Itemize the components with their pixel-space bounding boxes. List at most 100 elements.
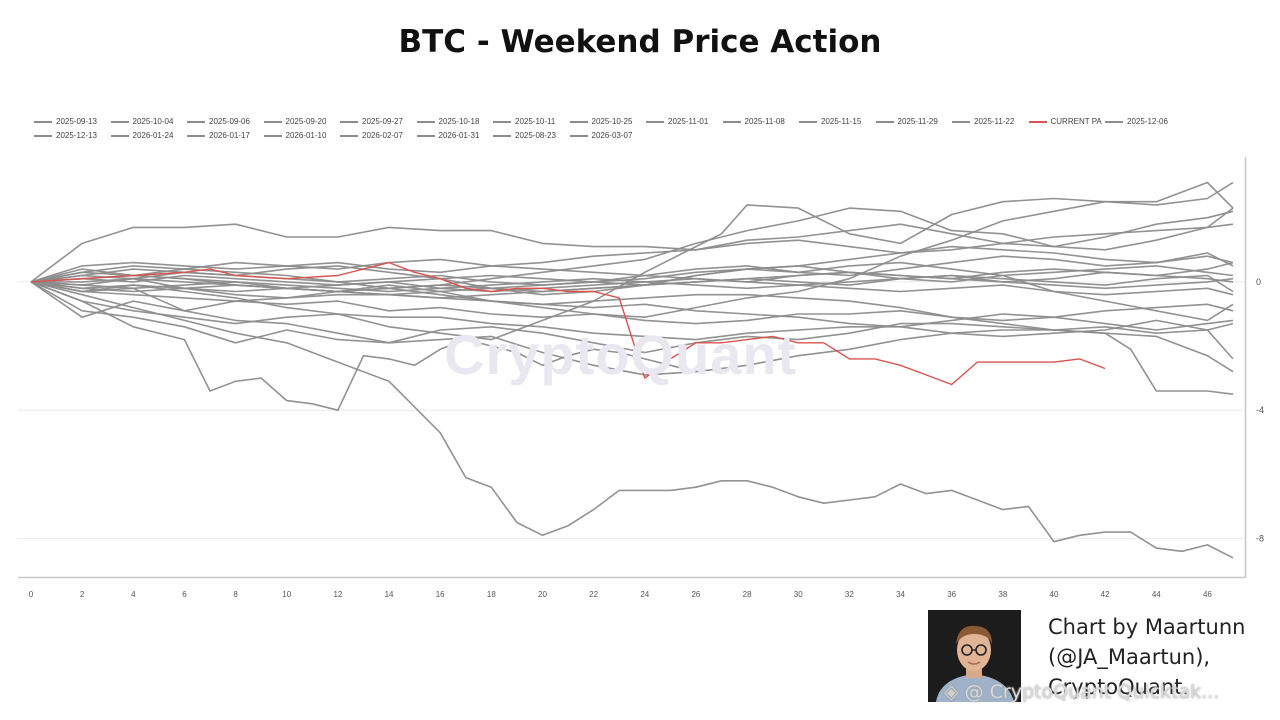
- legend-swatch: [187, 120, 205, 123]
- legend-item[interactable]: 2025-10-11: [493, 116, 570, 127]
- x-tick-label: 8: [233, 590, 238, 599]
- legend-label: 2026-01-10: [285, 131, 327, 140]
- x-tick-label: 2: [80, 590, 85, 599]
- series-line: [30, 281, 697, 412]
- source-watermark: ◈ @ CryptoQuant Quicktak...: [944, 681, 1219, 703]
- x-tick-label: 18: [487, 590, 496, 599]
- legend-item[interactable]: 2026-01-17: [187, 130, 264, 141]
- legend-swatch: [875, 120, 894, 123]
- legend-swatch: [34, 120, 52, 123]
- x-tick-label: 6: [182, 590, 187, 599]
- x-tick-label: 28: [743, 590, 752, 599]
- legend-item[interactable]: 2026-01-10: [263, 130, 341, 141]
- credit-line-3: CryptoQuant.: [1048, 675, 1190, 699]
- legend-item[interactable]: 2025-11-01: [646, 116, 723, 127]
- legend-item[interactable]: 2025-10-04: [110, 116, 188, 127]
- legend-swatch: [416, 134, 435, 137]
- legend-item[interactable]: 2025-12-06: [1105, 116, 1182, 127]
- legend-label: 2026-01-24: [132, 131, 174, 140]
- legend-item[interactable]: 2025-09-06: [187, 116, 264, 127]
- legend-item[interactable]: 2025-11-29: [875, 116, 953, 127]
- x-tick-label: 0: [29, 590, 34, 599]
- x-tick-label: 22: [589, 590, 598, 599]
- series-line: [30, 281, 1234, 373]
- credit-line-1: Chart by Maartunn: [1048, 615, 1246, 639]
- legend-swatch: [263, 134, 282, 137]
- legend-swatch: [34, 134, 52, 137]
- legend-label: 2026-02-07: [362, 131, 403, 140]
- series-line: [30, 281, 1234, 360]
- legend-item[interactable]: 2026-01-31: [416, 130, 494, 141]
- series-line: [30, 181, 1234, 319]
- legend-item[interactable]: 2026-01-24: [110, 130, 188, 141]
- legend-label: 2025-09-20: [285, 117, 327, 126]
- legend-item[interactable]: 2025-09-20: [263, 116, 341, 127]
- legend-label: 2025-08-23: [515, 131, 556, 140]
- legend-label: 2025-11-29: [897, 117, 938, 126]
- x-tick-label: 30: [794, 590, 803, 599]
- legend-swatch: [1105, 120, 1123, 123]
- legend-swatch: [493, 134, 511, 137]
- legend-item[interactable]: 2025-10-18: [416, 116, 494, 127]
- legend-swatch: [416, 120, 435, 123]
- x-tick-label: 34: [896, 590, 905, 599]
- legend-label: 2026-01-17: [209, 131, 250, 140]
- chart-legend: 2025-09-13 2025-10-04 2025-09-06 2025-09-20…: [34, 116, 1254, 141]
- legend-label: 2025-10-11: [515, 117, 556, 126]
- legend-swatch: [952, 120, 970, 123]
- x-tick-label: 46: [1203, 590, 1212, 599]
- series-line: [30, 181, 1234, 341]
- legend-label: 2025-12-13: [56, 131, 97, 140]
- legend-item[interactable]: 2025-10-25: [569, 116, 647, 127]
- series-line: [30, 223, 1234, 283]
- legend-swatch: [569, 134, 588, 137]
- legend-item[interactable]: 2026-03-07: [569, 130, 647, 141]
- x-tick-label: 42: [1101, 590, 1110, 599]
- legend-item[interactable]: 2025-09-13: [34, 116, 111, 127]
- legend-label: 2025-09-06: [209, 117, 250, 126]
- legend-label: 2025-10-18: [438, 117, 480, 126]
- x-tick-label: 20: [538, 590, 547, 599]
- chart-credit: Chart by Maartunn (@JA_Maartun), CryptoQ…: [1048, 612, 1268, 702]
- x-tick-label: 40: [1050, 590, 1059, 599]
- legend-item[interactable]: 2025-12-13: [34, 130, 111, 141]
- author-portrait: [928, 610, 1021, 702]
- legend-swatch: [799, 120, 817, 123]
- y-tick-label: -4: [1256, 405, 1264, 415]
- legend-item[interactable]: 2025-08-23: [493, 130, 570, 141]
- legend-item[interactable]: 2025-11-08: [722, 116, 800, 127]
- y-tick-label: -8: [1256, 534, 1264, 544]
- legend-swatch: [722, 120, 741, 123]
- x-tick-label: 12: [333, 590, 342, 599]
- series-line: [30, 271, 1234, 286]
- legend-swatch: [1028, 120, 1047, 123]
- x-tick-label: 24: [640, 590, 649, 599]
- series-line: [30, 255, 1234, 283]
- legend-swatch: [110, 120, 129, 123]
- legend-label: 2025-09-13: [56, 117, 97, 126]
- x-tick-label: 32: [845, 590, 854, 599]
- y-tick-label: 0: [1256, 277, 1261, 287]
- legend-swatch: [493, 120, 511, 123]
- legend-item[interactable]: 2025-11-15: [799, 116, 876, 127]
- watermark-text: CryptoQuant: [444, 323, 798, 386]
- series-line: [30, 281, 1234, 559]
- legend-label: 2025-10-25: [591, 117, 633, 126]
- x-tick-label: 4: [131, 590, 136, 599]
- chart-title: BTC - Weekend Price Action: [398, 24, 882, 60]
- legend-swatch: [187, 134, 205, 137]
- x-tick-label: 36: [947, 590, 956, 599]
- legend-swatch: [340, 120, 358, 123]
- x-tick-label: 16: [436, 590, 445, 599]
- legend-swatch: [340, 134, 358, 137]
- legend-item[interactable]: 2025-11-22: [952, 116, 1029, 127]
- legend-item[interactable]: 2026-02-07: [340, 130, 417, 141]
- legend-item[interactable]: 2025-09-27: [340, 116, 417, 127]
- x-tick-label: 44: [1152, 590, 1161, 599]
- legend-item[interactable]: CURRENT PA: [1028, 116, 1106, 127]
- legend-swatch: [569, 120, 588, 123]
- legend-label: 2026-03-07: [591, 131, 633, 140]
- series-line: [31, 277, 1234, 296]
- legend-label: 2025-10-04: [132, 117, 174, 126]
- x-tick-label: 14: [385, 590, 394, 599]
